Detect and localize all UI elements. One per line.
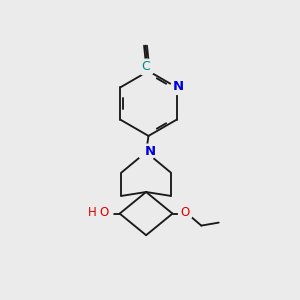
Text: H: H	[88, 206, 97, 219]
Text: O: O	[100, 206, 109, 219]
Text: C: C	[142, 60, 151, 73]
Text: N: N	[172, 80, 184, 93]
Text: O: O	[181, 206, 190, 219]
Text: N: N	[144, 145, 156, 158]
